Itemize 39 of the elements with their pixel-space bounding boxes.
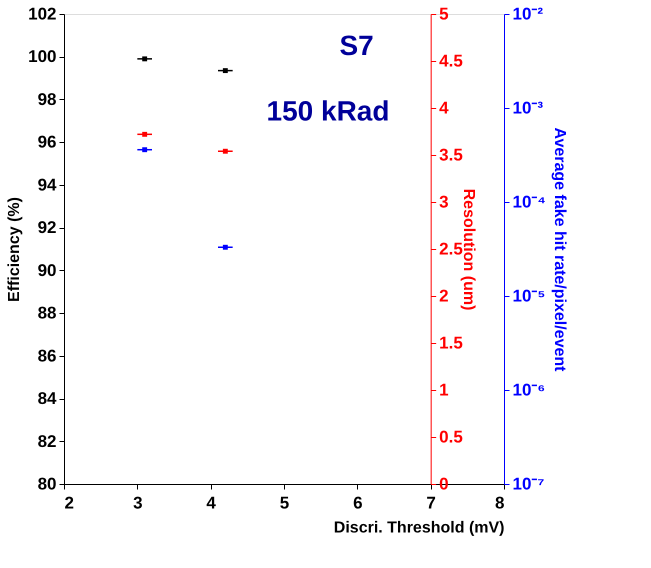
y-tick-label: 90 [38,260,56,280]
y-tick-label: 98 [38,90,56,109]
x-tick-label: 8 [495,494,504,512]
y2-tick-label: 2 [439,286,449,306]
y3-axis-title: Average fake hit rate/pixel/event [550,128,568,372]
y-tick-label: 94 [38,175,58,194]
y-tick-label: 82 [38,432,56,451]
x-tick-label: 3 [133,494,143,512]
y3-tick-label: 10⁻⁷ [512,474,544,494]
y2-tick-label: 1.5 [439,334,463,352]
x-tick-label: 5 [280,494,290,512]
y2-tick-label: 5 [439,4,449,24]
y-tick-label: 80 [38,474,56,494]
y2-tick-label: 0.5 [439,428,463,446]
x-tick-label: 6 [353,494,363,512]
y-tick-label: 96 [38,132,56,152]
y-tick-label: 88 [38,304,56,323]
x-tick-label: 2 [64,494,74,512]
x-tick-label: 7 [426,494,436,512]
y2-tick-label: 3.5 [439,146,463,164]
x-axis-title: Discri. Threshold (mV) [334,520,504,536]
x-tick-label: 4 [206,494,216,512]
y-tick-label: 102 [28,4,56,24]
y-tick-label: 100 [28,47,56,66]
y3-tick-label: 10⁻⁵ [512,286,546,306]
y2-tick-label: 4 [439,98,450,118]
y3-tick-label: 10⁻³ [512,98,544,118]
y-tick-label: 92 [38,218,56,238]
y-tick-label: 84 [38,389,58,408]
y3-tick-label: 10⁻² [512,4,544,24]
y-tick-label: 86 [38,346,56,366]
y-axis-title: Efficiency (%) [6,197,24,302]
annotation: S7 [339,30,374,61]
y2-tick-label: 1 [439,380,449,400]
y2-tick-label: 3 [439,192,449,212]
annotation: 150 kRad [266,96,390,127]
y3-tick-label: 10⁻⁴ [512,192,546,212]
y2-tick-label: 4.5 [439,52,463,70]
y3-tick-label: 10⁻⁶ [512,380,546,400]
